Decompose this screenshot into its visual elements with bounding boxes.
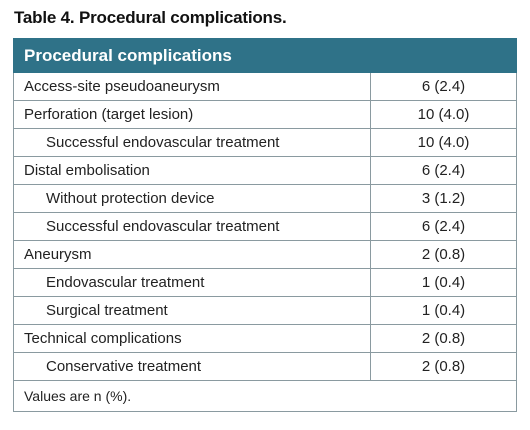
row-label: Conservative treatment (13, 352, 371, 381)
table-footnote-row: Values are n (%). (13, 380, 517, 412)
row-label: Surgical treatment (13, 296, 371, 325)
table-row: Endovascular treatment 1 (0.4) (13, 268, 517, 297)
table-row: Access-site pseudoaneurysm 6 (2.4) (13, 72, 517, 101)
table-row: Distal embolisation 6 (2.4) (13, 156, 517, 185)
row-label: Technical complications (13, 324, 371, 353)
table-header-row: Procedural complications (13, 38, 517, 73)
row-value: 3 (1.2) (370, 184, 517, 213)
table-row: Surgical treatment 1 (0.4) (13, 296, 517, 325)
table-caption: Table 4. Procedural complications. (14, 8, 287, 27)
row-label: Without protection device (13, 184, 371, 213)
row-value: 1 (0.4) (370, 268, 517, 297)
row-value: 10 (4.0) (370, 128, 517, 157)
table-row: Aneurysm 2 (0.8) (13, 240, 517, 269)
table-footnote: Values are n (%). (13, 380, 517, 412)
row-label: Successful endovascular treatment (13, 212, 371, 241)
row-value: 10 (4.0) (370, 100, 517, 129)
row-value: 2 (0.8) (370, 324, 517, 353)
table-row: Without protection device 3 (1.2) (13, 184, 517, 213)
row-value: 6 (2.4) (370, 212, 517, 241)
row-value: 6 (2.4) (370, 72, 517, 101)
row-label: Perforation (target lesion) (13, 100, 371, 129)
row-label: Access-site pseudoaneurysm (13, 72, 371, 101)
table-header: Procedural complications (13, 38, 517, 73)
row-label: Distal embolisation (13, 156, 371, 185)
complications-table: Procedural complications Access-site pse… (13, 38, 517, 412)
row-value: 2 (0.8) (370, 240, 517, 269)
table-row: Conservative treatment 2 (0.8) (13, 352, 517, 381)
row-label: Endovascular treatment (13, 268, 371, 297)
table-row: Technical complications 2 (0.8) (13, 324, 517, 353)
row-label: Aneurysm (13, 240, 371, 269)
row-value: 2 (0.8) (370, 352, 517, 381)
table-row: Successful endovascular treatment 10 (4.… (13, 128, 517, 157)
row-value: 6 (2.4) (370, 156, 517, 185)
row-value: 1 (0.4) (370, 296, 517, 325)
row-label: Successful endovascular treatment (13, 128, 371, 157)
table-row: Successful endovascular treatment 6 (2.4… (13, 212, 517, 241)
table-row: Perforation (target lesion) 10 (4.0) (13, 100, 517, 129)
